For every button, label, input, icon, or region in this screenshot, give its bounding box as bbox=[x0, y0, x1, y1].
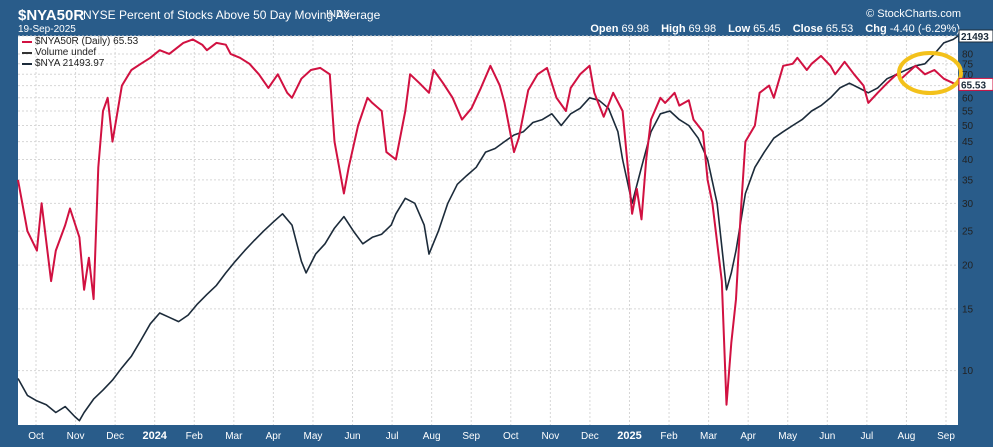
legend-item-nya: $NYA 21493.97 bbox=[22, 58, 138, 69]
legend-label-nya50r: $NYA50R (Daily) 65.53 bbox=[35, 36, 139, 47]
symbol-title: $NYA50R bbox=[18, 7, 85, 24]
y-tick-label: 45 bbox=[962, 137, 974, 148]
nya50r-line bbox=[17, 38, 959, 406]
y-tick-label: 35 bbox=[962, 175, 974, 186]
last-value-tag-nya50r bbox=[958, 77, 993, 91]
last-value-label-nya50r: 65.53 bbox=[961, 80, 986, 91]
y-tick-label: 30 bbox=[962, 199, 974, 210]
x-tick-label: Aug bbox=[898, 431, 916, 442]
chg-value: -4.40 (-6.29%) bbox=[889, 23, 960, 35]
x-tick-label: Aug bbox=[423, 431, 441, 442]
chg-label: Chg bbox=[865, 23, 887, 35]
y-tick-label: 80 bbox=[962, 49, 974, 60]
x-tick-label: Feb bbox=[186, 431, 204, 442]
chart-header: $NYA50R NYSE Percent of Stocks Above 50 … bbox=[0, 0, 993, 36]
x-tick-label: Sep bbox=[937, 431, 955, 442]
y-tick-label: 75 bbox=[962, 59, 974, 70]
low-label: Low bbox=[728, 23, 751, 35]
exchange-label: INDX bbox=[326, 9, 350, 20]
date-label: 19-Sep-2025 bbox=[18, 24, 76, 35]
legend-item-volume: Volume undef bbox=[22, 47, 138, 58]
x-tick-label: Mar bbox=[225, 431, 243, 442]
x-tick-label: 2024 bbox=[142, 430, 167, 442]
x-tick-label: May bbox=[304, 431, 323, 442]
legend-swatch-nya bbox=[22, 62, 32, 65]
series-lines bbox=[17, 35, 959, 422]
x-tick-label: Jul bbox=[860, 431, 873, 442]
legend-swatch-nya50r bbox=[22, 40, 32, 43]
x-tick-label: Dec bbox=[581, 431, 599, 442]
close-label: Close bbox=[792, 23, 823, 35]
x-tick-label: Sep bbox=[462, 431, 480, 442]
x-tick-label: Feb bbox=[660, 431, 678, 442]
last-value-label-nya: 21493 bbox=[961, 32, 989, 43]
x-tick-label: Jun bbox=[819, 431, 835, 442]
y-tick-label: 15 bbox=[962, 304, 974, 315]
y-tick-label: 55 bbox=[962, 107, 974, 118]
low-value: 65.45 bbox=[753, 23, 781, 35]
quote-bar: Open 69.98 High 69.98 Low 65.45 Close 65.53 … bbox=[581, 23, 960, 35]
open-value: 69.98 bbox=[621, 23, 650, 35]
nya-line bbox=[17, 35, 959, 422]
y-axis: 101520253035404550556065707580902149365.… bbox=[958, 29, 993, 377]
legend-label-nya: $NYA 21493.97 bbox=[35, 58, 105, 69]
x-tick-label: Apr bbox=[266, 431, 282, 442]
chart-title: NYSE Percent of Stocks Above 50 Day Movi… bbox=[83, 8, 381, 22]
y-tick-label: 40 bbox=[962, 155, 974, 166]
legend-label-volume: Volume undef bbox=[35, 47, 97, 58]
x-tick-label: Oct bbox=[503, 431, 519, 442]
y-tick-label: 50 bbox=[962, 121, 974, 132]
y-tick-label: 60 bbox=[962, 93, 974, 104]
brand-label: © StockCharts.com bbox=[866, 8, 961, 20]
y-tick-label: 25 bbox=[962, 227, 974, 238]
open-label: Open bbox=[590, 23, 619, 35]
x-axis: Oct Nov Dec 2024 Feb Mar Apr May Jun Jul Aug Sep Oct… bbox=[28, 430, 955, 442]
x-tick-label: Dec bbox=[106, 431, 124, 442]
plot-area bbox=[18, 36, 958, 425]
high-label: High bbox=[661, 23, 686, 35]
x-tick-label: Mar bbox=[700, 431, 718, 442]
last-value-tag-nya bbox=[958, 29, 993, 43]
highlight-ellipse bbox=[897, 51, 963, 95]
close-value: 65.53 bbox=[825, 23, 854, 35]
x-tick-label: 2025 bbox=[617, 430, 641, 442]
x-tick-label: Nov bbox=[67, 431, 85, 442]
x-tick-label: Jun bbox=[344, 431, 360, 442]
legend: $NYA50R (Daily) 65.53 Volume undef $NYA … bbox=[22, 36, 138, 69]
high-value: 69.98 bbox=[688, 23, 717, 35]
y-tick-label: 70 bbox=[962, 70, 974, 81]
y-tick-label: 10 bbox=[962, 366, 974, 377]
x-tick-label: Nov bbox=[541, 431, 559, 442]
x-tick-label: Oct bbox=[28, 431, 44, 442]
legend-item-nya50r: $NYA50R (Daily) 65.53 bbox=[22, 36, 138, 47]
legend-swatch-volume bbox=[22, 51, 32, 54]
x-tick-label: May bbox=[778, 431, 797, 442]
y-tick-label: 20 bbox=[962, 261, 974, 272]
x-tick-label: Jul bbox=[386, 431, 399, 442]
x-tick-label: Apr bbox=[740, 431, 756, 442]
